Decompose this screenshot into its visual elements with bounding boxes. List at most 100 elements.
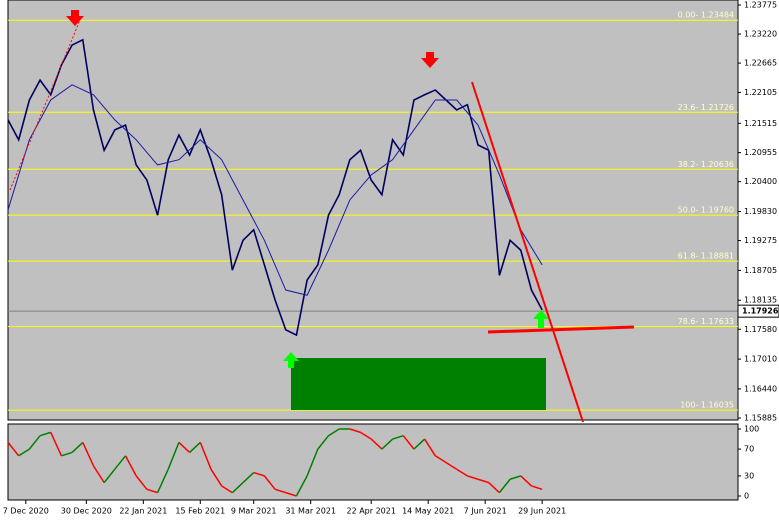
osc-segment — [242, 472, 255, 484]
current-price-box — [737, 304, 779, 318]
plot — [7, 38, 738, 337]
osc-segment — [18, 448, 30, 457]
osc-segment — [531, 485, 543, 491]
osc-segment — [392, 434, 404, 440]
osc-segment — [434, 455, 447, 464]
osc-segment — [274, 488, 286, 494]
osc-segment — [82, 442, 95, 467]
osc-segment — [92, 465, 105, 484]
fib-label: 38.2- 1.20636 — [678, 160, 734, 169]
osc-segment — [488, 482, 500, 494]
osc-segment — [156, 468, 169, 493]
y-tick-label: 1.20955 — [744, 148, 777, 157]
osc-segment — [178, 441, 191, 453]
osc-segment — [199, 442, 212, 470]
osc-segment — [189, 441, 201, 453]
up-arrow — [283, 352, 299, 368]
current-price-label: 1.17926 — [742, 307, 779, 316]
down-arrow — [421, 52, 439, 68]
osc-segment — [456, 468, 468, 477]
osc-segment — [71, 441, 84, 453]
y-tick-label: 1.17010 — [744, 355, 777, 364]
fib-label: 61.8- 1.18881 — [678, 252, 734, 261]
osc-tick-label: 70 — [744, 445, 754, 454]
osc-tick-label: 30 — [744, 471, 754, 480]
osc-segment — [28, 435, 41, 450]
osc-segment — [124, 455, 137, 477]
support-line — [487, 325, 635, 334]
x-tick-label: 30 Dec 2020 — [61, 507, 112, 516]
osc-segment — [135, 475, 148, 490]
osc-tick-label: 100 — [744, 425, 759, 434]
osc-segment — [467, 475, 479, 480]
osc-segment — [370, 438, 383, 450]
x-tick-label: 14 May 2021 — [402, 507, 454, 516]
osc-segment — [520, 475, 532, 487]
y-tick-label: 1.21515 — [744, 119, 777, 128]
fib-levels: 0.00- 1.23484 23.6- 1.21726 38.2- 1.20636 5… — [8, 11, 738, 411]
osc-segment — [424, 438, 436, 457]
osc-segment — [210, 468, 223, 487]
y-tick-label: 1.15885 — [744, 414, 777, 423]
price-axis: 1.23775 1.23220 1.22665 1.22105 1.21515 1.209… — [3, 1, 779, 516]
demand-zone — [291, 358, 546, 410]
oscillator-panel — [7, 423, 739, 501]
osc-segment — [7, 441, 20, 457]
x-tick-label: 22 Jan 2021 — [119, 507, 167, 516]
price-line — [7, 38, 543, 337]
osc-segment — [39, 431, 51, 437]
x-tick-label: 7 Jun 2021 — [464, 507, 507, 516]
osc-segment — [306, 448, 319, 477]
y-tick-label: 1.20400 — [744, 177, 777, 186]
y-tick-label: 1.22665 — [744, 59, 777, 68]
osc-segment — [509, 475, 522, 480]
fib-label: 23.6- 1.21726 — [678, 103, 734, 112]
y-tick-label: 1.23220 — [744, 30, 777, 39]
fib-label: 50.0- 1.19760 — [678, 206, 734, 215]
osc-segment — [231, 482, 244, 494]
x-tick-label: 22 Apr 2021 — [346, 507, 395, 516]
y-tick-label: 1.18705 — [744, 266, 777, 275]
y-tick-label: 1.17580 — [744, 325, 777, 334]
price-panel — [7, 0, 739, 421]
oscillator: 100 70 30 0 — [7, 425, 759, 501]
osc-tick-label: 0 — [744, 492, 749, 501]
osc-segment — [317, 435, 330, 450]
up-arrow — [533, 310, 549, 328]
osc-segment — [221, 485, 233, 494]
y-tick-label: 1.23775 — [744, 1, 777, 10]
osc-segment — [477, 478, 489, 484]
osc-segment — [263, 475, 276, 490]
fib-label: 100- 1.16035 — [680, 401, 734, 410]
osc-segment — [253, 471, 265, 477]
y-tick-label: 1.19275 — [744, 236, 777, 245]
osc-segment — [167, 442, 180, 470]
x-tick-label: 15 Feb 2021 — [175, 507, 225, 516]
osc-segment — [413, 438, 426, 450]
osc-segment — [328, 428, 340, 437]
price-line — [7, 84, 543, 296]
osc-segment — [295, 475, 308, 497]
osc-segment — [498, 478, 511, 494]
osc-segment — [50, 432, 63, 457]
osc-segment — [402, 435, 415, 450]
x-tick-label: 29 Jun 2021 — [518, 507, 566, 516]
osc-segment — [146, 488, 158, 494]
fib-label: 78.6- 1.17633 — [678, 317, 734, 326]
dashed-line — [9, 19, 81, 191]
osc-segment — [114, 455, 127, 470]
y-tick-label: 1.22105 — [744, 88, 777, 97]
osc-segment — [360, 431, 372, 440]
x-tick-label: 31 Mar 2021 — [285, 507, 336, 516]
osc-segment — [285, 491, 297, 497]
osc-segment — [103, 468, 116, 484]
fib-label: 0.00- 1.23484 — [678, 11, 734, 20]
down-arrow — [66, 10, 84, 26]
x-tick-label: 9 Mar 2021 — [231, 507, 277, 516]
trend-line — [471, 81, 584, 423]
osc-segment — [349, 428, 361, 434]
osc-segment — [381, 438, 394, 450]
x-tick-label: 7 Dec 2020 — [3, 507, 49, 516]
y-tick-label: 1.18135 — [744, 296, 777, 305]
